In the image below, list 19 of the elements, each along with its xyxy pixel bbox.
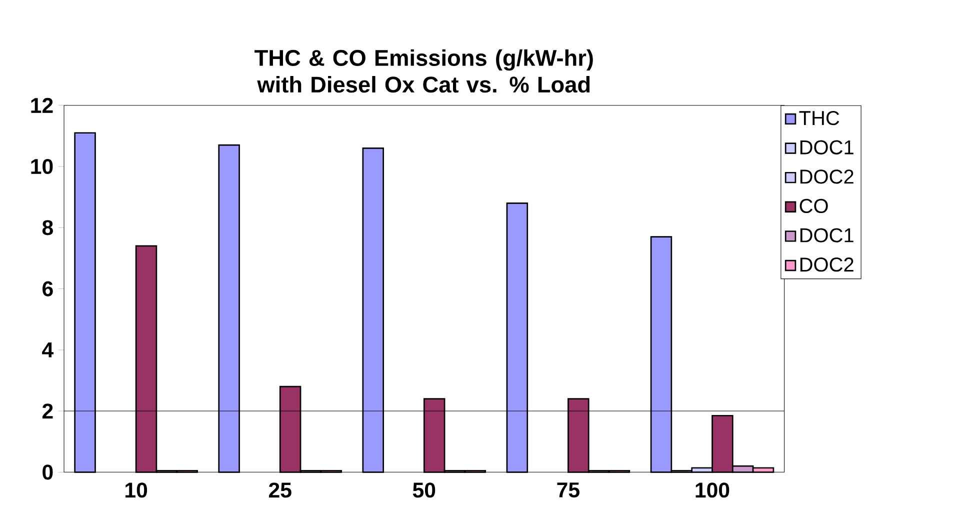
x-tick-label: 25 [268, 482, 292, 498]
x-tick-label: 50 [412, 482, 436, 498]
legend-label: DOC1 [800, 140, 854, 155]
x-tick-label: 10 [126, 482, 148, 498]
y-tick-label: 8 [42, 220, 53, 236]
y-tick-label: 12 [31, 98, 53, 114]
x-tick-label: 75 [557, 482, 580, 498]
y-tick-label: 2 [42, 404, 53, 419]
y-tick-label: 10 [31, 159, 53, 174]
y-tick-label: 0 [42, 464, 53, 480]
legend-label: DOC2 [800, 258, 854, 272]
x-tick-label: 100 [696, 482, 730, 498]
legend-label: DOC2 [800, 170, 854, 184]
legend-label: DOC1 [800, 228, 854, 243]
y-tick-label: 4 [42, 342, 54, 358]
legend-label: THC [799, 111, 840, 126]
y-tick-label: 6 [42, 281, 53, 297]
chart-title: THC & CO Emissions (g/kW-hr) with Diesel Ox Cat vs. % Load [254, 50, 593, 93]
legend-label: CO [800, 199, 828, 214]
